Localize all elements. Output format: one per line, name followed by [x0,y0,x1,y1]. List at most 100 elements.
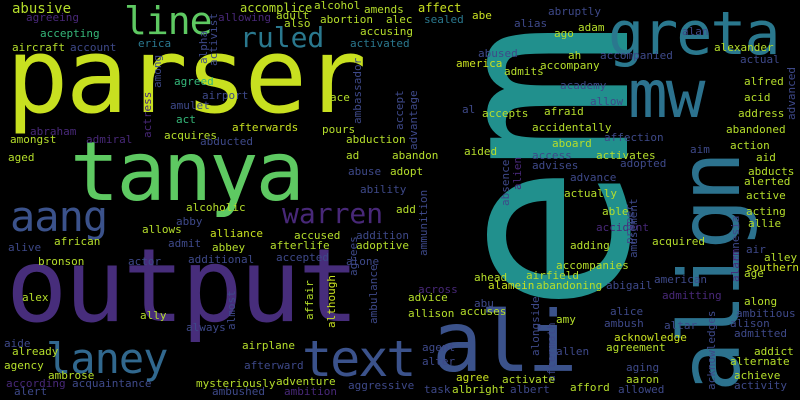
word-ambrose: ambrose [48,369,95,382]
word-abandoning: abandoning [536,279,603,292]
word-agree: agree [456,371,490,384]
word-aggressive: aggressive [348,379,415,392]
word-task: task [424,383,451,396]
word-advance: advance [570,171,617,184]
word-abused: abused [478,47,518,60]
word-allie: allie [748,217,782,230]
word-alexander: alexander [714,41,774,54]
word-advanced: advanced [785,67,798,120]
word-afterwards: afterwards [232,121,299,134]
word-accomplice: accomplice [240,1,313,15]
word-abusive: abusive [12,1,72,17]
word-action: action [730,139,770,152]
word-acquaintance: acquaintance [72,377,152,390]
word-achieve: achieve [734,369,781,382]
word-accepts: accepts [482,107,529,120]
word-adventure: adventure [276,375,336,388]
word-aid: aid [756,151,776,164]
word-additional: additional [188,253,255,266]
word-allowing: allowing [218,11,271,24]
word-alex: alex [22,291,49,304]
word-aide: aide [4,337,31,350]
word-act: act [176,113,196,126]
word-acquires: acquires [164,129,217,142]
word-active: active [746,189,786,202]
word-ago: ago [554,27,574,40]
word-aged: aged [8,151,35,164]
word-accompanied: accompanied [600,49,673,62]
word-acquired: acquired [652,235,705,248]
word-ambassador: ambassador [351,57,364,124]
word-admitted: admitted [734,327,787,340]
word-allison: allison [408,307,455,320]
word-ah: ah [568,49,582,62]
word-acting: acting [746,205,786,218]
word-altar: altar [664,319,698,332]
word-parser: parser [6,15,367,137]
word-amends: amends [364,3,404,16]
word-afford: afford [570,381,610,394]
word-ammunition: ammunition [417,189,430,256]
word-alec: alec [386,13,413,26]
word-almost: almost [225,290,238,330]
word-age: age [744,267,764,280]
word-accuses: accuses [460,305,507,318]
word-amulet: amulet [170,99,210,112]
word-admiral: admiral [86,133,133,146]
word-advantage: advantage [407,90,420,150]
word-ace: ace [330,91,350,104]
word-aging: aging [626,361,660,374]
word-mysteriously: mysteriously [196,377,276,390]
word-text: text [302,330,416,388]
word-abby: abby [176,215,203,228]
word-addition: addition [356,229,409,242]
word-greta: greta [608,0,781,69]
word-always: always [186,321,226,334]
word-abduction: abduction [346,133,406,146]
word-abducted: abducted [200,135,253,148]
word-addict: addict [754,345,794,358]
word-allowed: allowed [618,383,665,396]
word-address: address [738,107,785,120]
word-abortion: abortion [320,13,373,26]
word-afterward: afterward [244,359,304,372]
word-activist: activist [207,13,220,66]
word-aided: aided [464,145,498,158]
word-accusing: accusing [360,25,413,38]
word-alamein: alamein [488,279,535,292]
word-abandon: abandon [392,149,439,162]
word-also: also [284,17,311,30]
word-alerted: alerted [744,175,791,188]
word-accept: accept [393,90,406,130]
word-according: according [6,377,66,390]
word-aim: aim [690,143,710,156]
word-actual: actual [740,53,780,66]
word-activity: activity [734,379,787,392]
word-mw: mw [628,56,705,133]
word-activated: activated [350,37,410,50]
word-acknowledge: acknowledge [614,331,687,344]
word-admitting: admitting [662,289,722,302]
word-amy: amy [556,313,576,326]
word-ali: ali [432,293,578,391]
word-advises: advises [532,159,579,172]
word-alternate: alternate [730,355,790,368]
word-ability: ability [360,183,407,196]
word-affection: affection [604,131,664,144]
word-alias: alias [514,17,548,30]
word-agreed: agreed [174,75,214,88]
word-alison: alison [730,317,770,330]
word-ally: ally [140,309,167,322]
word-account: account [70,41,117,54]
word-adult: adult [276,9,310,22]
word-amusement: amusement [627,198,640,258]
word-bronson: bronson [38,255,85,268]
word-abducts: abducts [748,165,795,178]
word-among: among [151,54,164,88]
word-accidentally: accidentally [532,121,612,134]
word-albright: albright [452,383,505,396]
word-accompanies: accompanies [556,259,629,272]
word-admits: admits [504,65,544,78]
word-abbey: abbey [212,241,246,254]
